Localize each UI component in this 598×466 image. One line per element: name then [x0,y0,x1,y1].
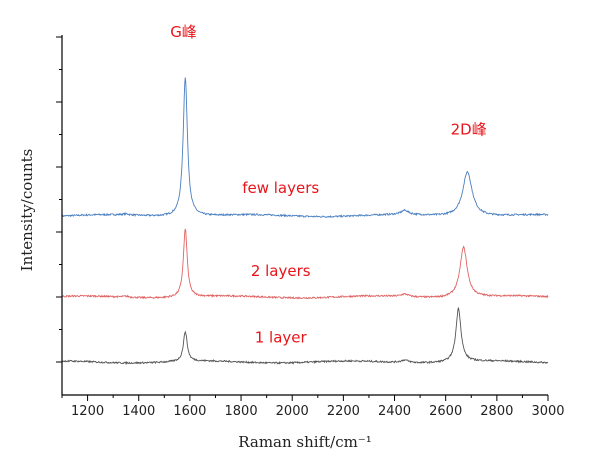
y-axis-label: Intensity/counts [18,149,36,272]
x-tick-label: 2000 [276,404,309,419]
series-line-1-layer [61,306,549,366]
x-tick-label: 2600 [429,404,462,419]
x-tick-label: 2200 [327,404,360,419]
x-tick-label: 2400 [378,404,411,419]
series-line-2-layers [61,228,549,300]
series-layer [61,77,549,366]
x-ticks: 1200 1400 1600 1800 2000 2200 2400 2600 2800 3000 [61,395,565,419]
x-tick-label: 3000 [531,404,564,419]
annotation-label: 2D峰 [451,121,487,139]
x-tick-label: 1400 [122,404,155,419]
y-ticks [56,36,62,363]
annotation-label: 2 layers [251,262,311,280]
axes [61,35,548,396]
x-tick-label: 1800 [225,404,258,419]
x-tick-label: 1200 [71,404,104,419]
annotation-label: 1 layer [255,329,308,347]
annotations: G峰 2D峰 few layers 2 layers 1 layer [170,23,487,347]
annotation-label: few layers [242,179,319,197]
series-line-few-layers [61,77,549,219]
annotation-label: G峰 [170,23,197,41]
x-tick-label: 1600 [173,404,206,419]
x-axis-label: Raman shift/cm⁻¹ [238,433,372,451]
x-tick-label: 2800 [480,404,513,419]
